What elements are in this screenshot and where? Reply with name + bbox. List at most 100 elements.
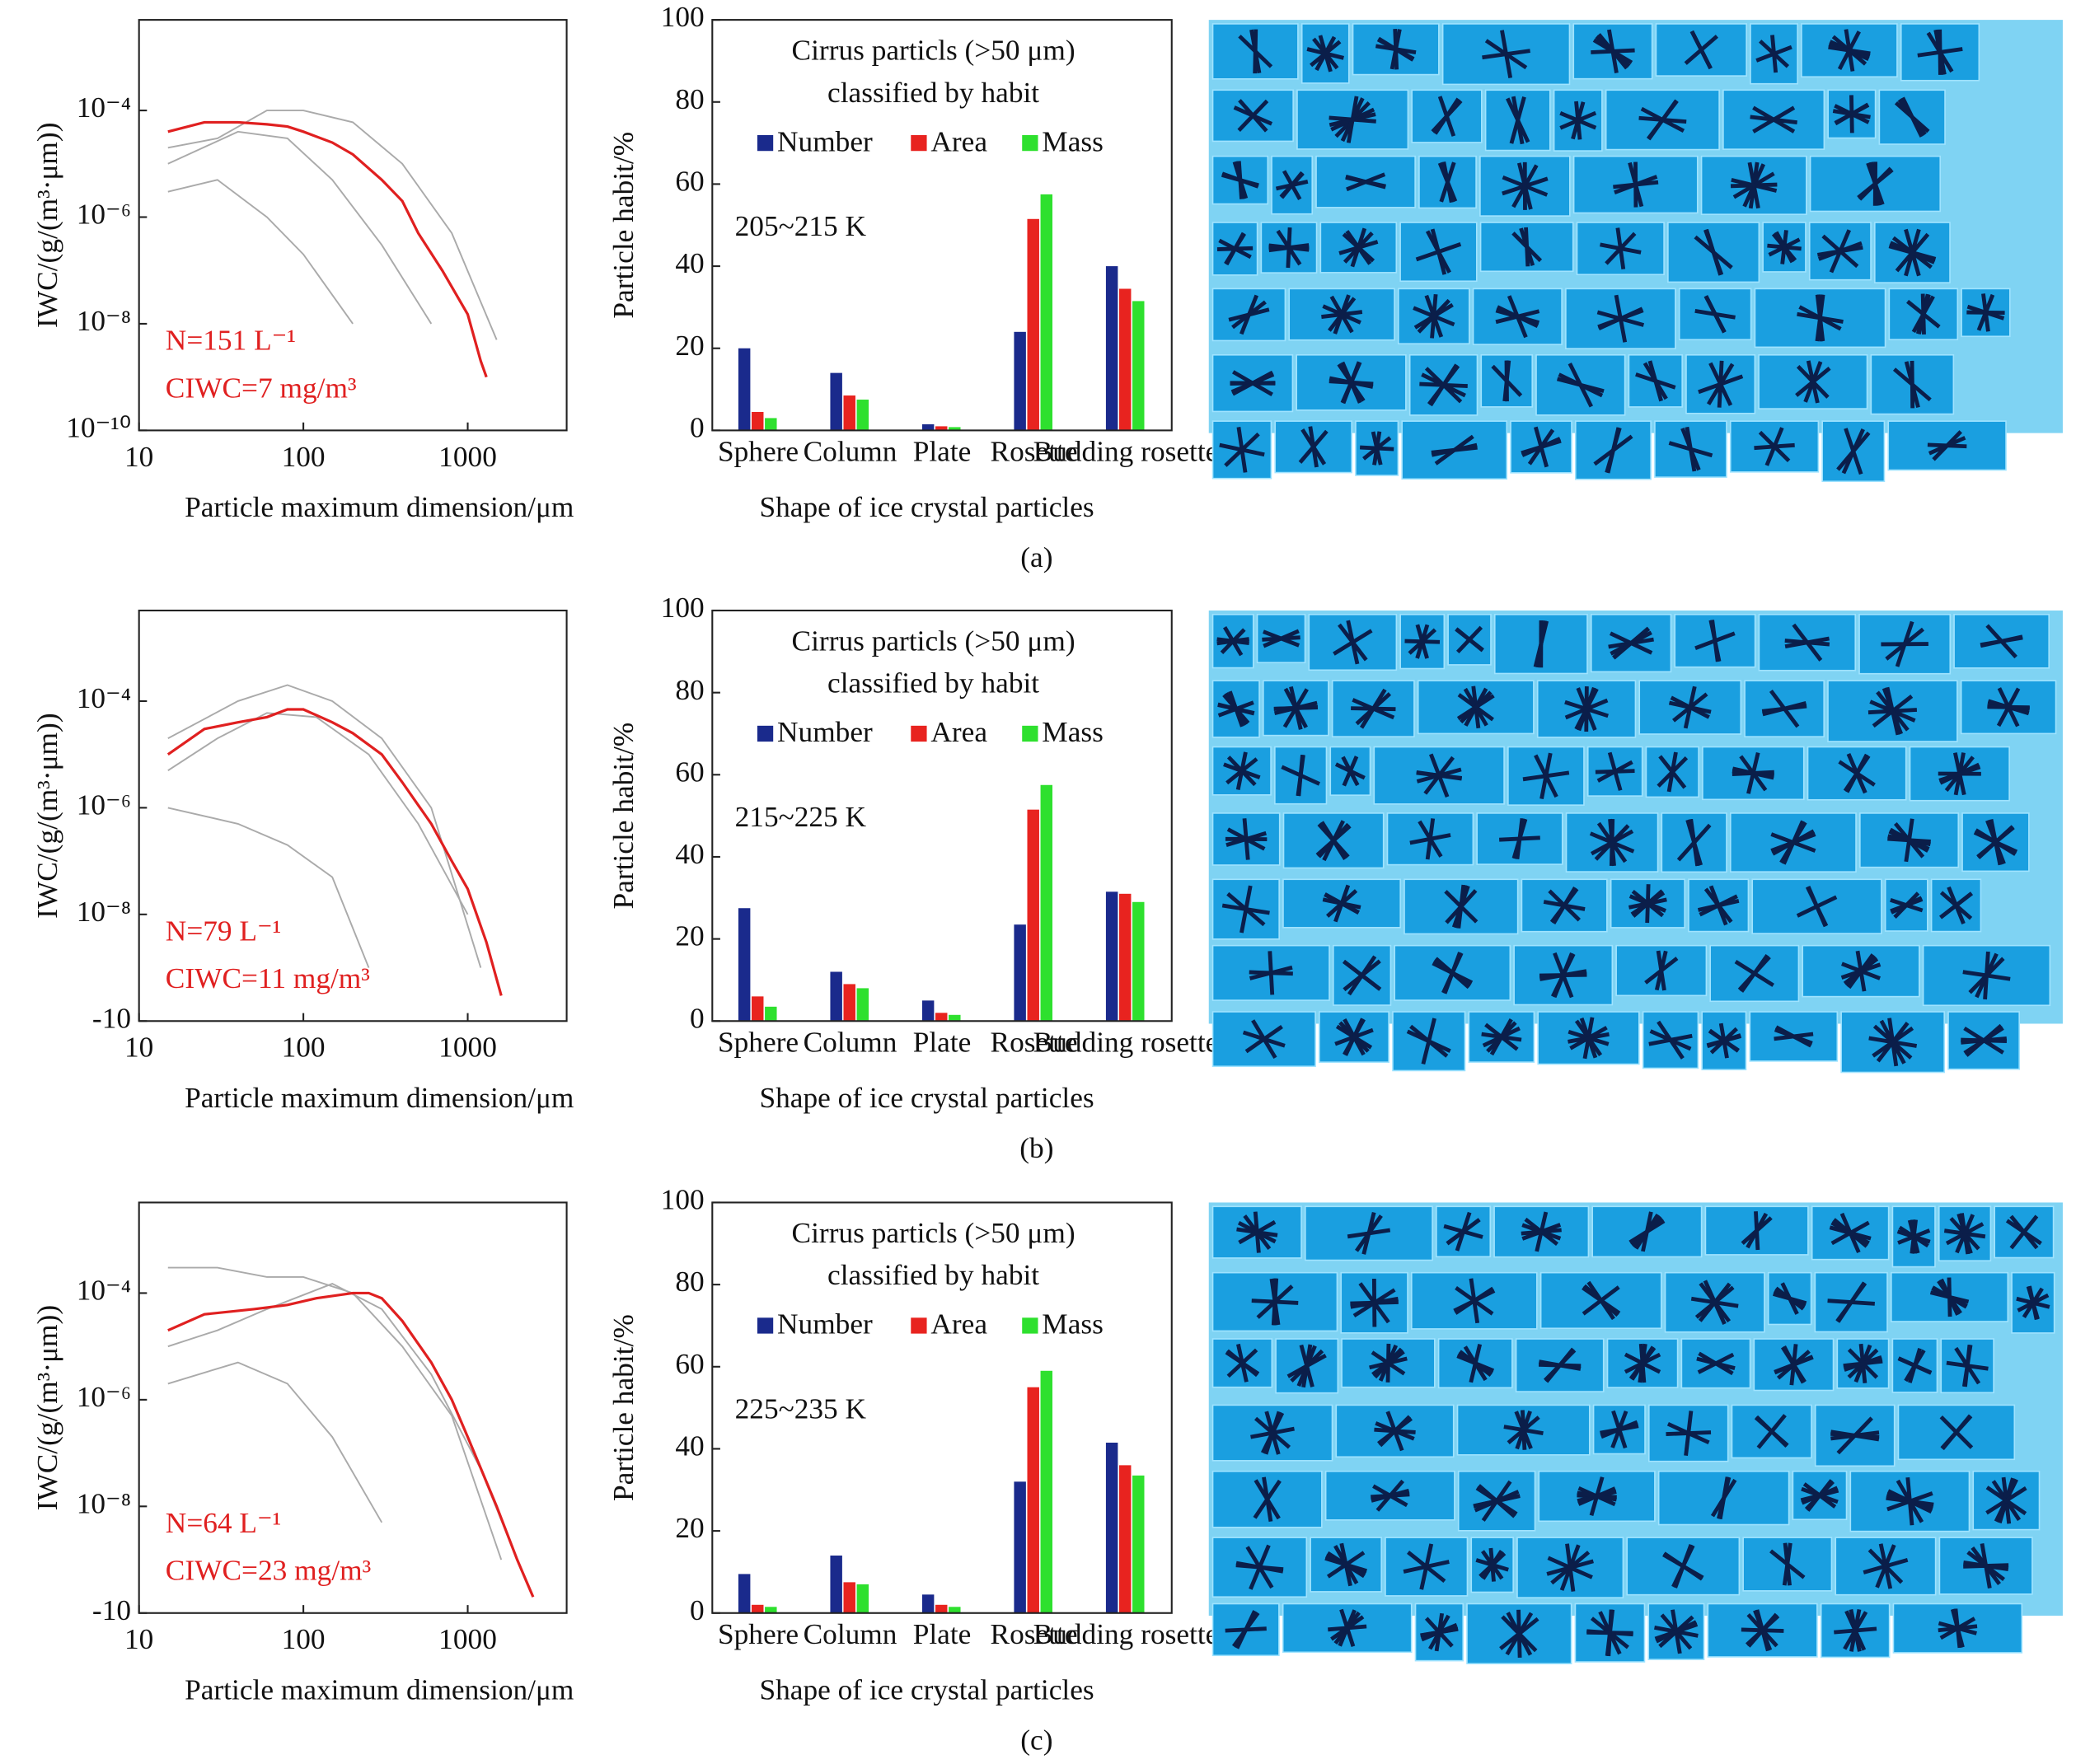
crystal-arm [1231,371,1274,395]
crystal-arm [1539,969,1587,981]
bar [1027,218,1039,431]
crystal-arm [1586,1280,1615,1321]
legend-swatch [1022,725,1038,742]
crystal-arm [1495,309,1540,325]
bar [843,395,855,431]
crystal-arm [1283,687,1308,728]
y-tick-label: 10⁻⁴ [77,1274,131,1307]
crystal-arm [1904,228,1921,277]
panel-label: (a) [1020,540,1052,573]
bar [935,1604,948,1613]
crystal-arm [1939,891,1973,920]
crystal-arm [1708,1029,1740,1052]
crystal-arm [1280,171,1304,199]
bar [856,988,869,1022]
y-tick-label: 60 [675,755,704,788]
crystal-arm [1371,431,1383,466]
x-tick-label: 1000 [438,1622,497,1655]
bar [1118,1465,1132,1613]
crystal-arm [1952,1608,1964,1649]
crystal-arm [1431,442,1478,457]
crystal-arm [1263,629,1300,648]
data-line [167,1361,383,1523]
bar [1014,331,1026,431]
bar [1105,266,1118,431]
plot-frame [138,1201,568,1614]
crystal-arm [1521,1223,1562,1241]
y-axis-label: Particle habit/% [607,723,640,910]
bar [1040,784,1053,1022]
annotation: CIWC=23 mg/m³ [166,1554,371,1587]
crystal-arm [1595,35,1631,68]
crystal-arm [1755,1609,1770,1652]
crystal-image [1208,610,2063,1074]
y-axis-label: IWC/(g/(m³·μm)) [30,123,63,328]
crystal-arm [1938,765,1981,783]
x-tick-label: Budding rosette [1033,1617,1219,1650]
y-tick-label: 40 [675,837,704,870]
bar [843,984,855,1022]
chart-subtitle: classified by habit [827,1258,1039,1291]
crystal-arm [1322,820,1345,862]
crystal-arm [1784,636,1830,648]
crystal-arm [1233,161,1248,199]
legend-label: Area [930,124,987,157]
crystal-arm [1750,115,1797,124]
crystal-arm [1559,111,1597,130]
crystal-arm [1896,1479,1924,1523]
crystal-arm [1577,686,1596,732]
x-tick-label: 10 [124,1031,153,1064]
crystal-arm [1216,637,1249,646]
crystal-arm [2009,1214,2039,1250]
crystal-arm [1806,360,1820,404]
bar [1105,891,1118,1022]
crystal-tile [1729,420,1820,473]
y-tick-label: 10⁻⁸ [77,895,131,928]
crystal-arm [1343,959,1382,991]
x-tick-label: Column [804,1025,897,1058]
crystal-arm [1844,428,1863,475]
crystal-arm [1973,831,2018,854]
crystal-arm [1684,1411,1694,1456]
bar [843,1582,855,1613]
bar [1027,1387,1039,1613]
crystal-arm [1802,1482,1837,1509]
crystal-arm [1253,29,1258,74]
data-line [167,1282,518,1560]
data-line [167,120,488,378]
crystal-arm [1779,821,1807,864]
crystal-arm [1254,1479,1281,1520]
crystal-arm [1268,243,1310,252]
x-axis-label: Shape of ice crystal particles [759,1673,1094,1706]
crystal-arm [1644,957,1679,985]
annotation: N=79 L⁻¹ [166,914,281,947]
crystal-arm [1406,1029,1451,1053]
bar [949,427,961,431]
crystal-arm [1890,896,1923,915]
crystal-arm [1474,1490,1520,1513]
crystal-arm [1533,620,1549,668]
crystal-arm [1689,819,1700,867]
crystal-arm [1939,1278,1960,1316]
x-tick-label: 100 [282,1031,326,1064]
panel-label: (c) [1020,1723,1052,1756]
crystal-arm [1746,1212,1769,1249]
crystal-arm [1698,1282,1732,1322]
x-tick-label: 1000 [438,440,497,473]
crystal-arm [1817,245,1863,257]
y-tick-label: 10⁻⁶ [77,1380,131,1413]
crystal-arm [1928,436,1966,456]
crystal-arm [1774,1355,1814,1374]
crystal-arm [1703,295,1727,334]
crystal-arm [1330,1615,1365,1641]
crystal-arm [1446,1218,1481,1246]
chart-subtitle: classified by habit [827,667,1039,700]
crystal-arm [1481,1549,1503,1580]
crystal-arm [1699,894,1738,917]
x-tick-label: 1000 [438,1031,497,1064]
bar [1027,809,1039,1022]
crystal-arm [1829,1225,1872,1241]
x-tick-label: Budding rosette [1033,434,1219,467]
crystal-arm [1235,1563,1284,1572]
y-axis-label: Particle habit/% [607,132,640,319]
